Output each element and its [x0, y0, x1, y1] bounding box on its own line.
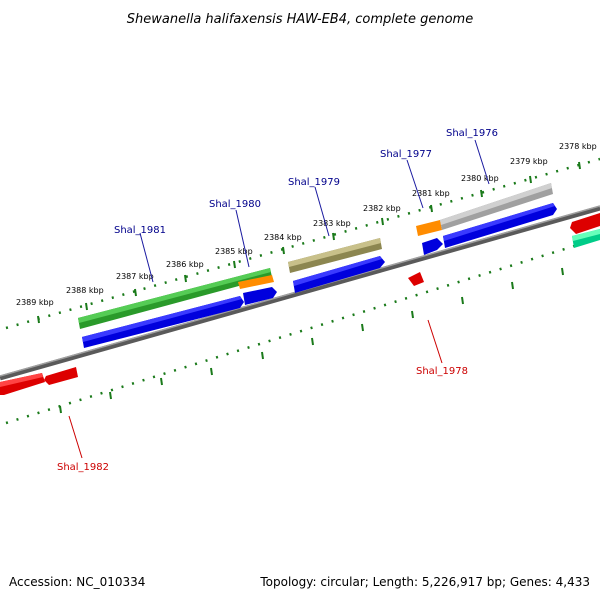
tick-label: 2385 kbp: [215, 247, 253, 256]
reverse-tick-track: [5, 236, 600, 425]
gene-label-shal-1981[interactable]: Shal_1981: [114, 225, 166, 236]
forward-tick-track: [5, 157, 600, 330]
accession-text: Accession: NC_010334: [9, 575, 145, 589]
reverse-cds: [0, 213, 600, 395]
tick-labels: 2389 kbp 2388 kbp 2387 kbp 2386 kbp 2385…: [16, 142, 597, 307]
gene-callouts: [68, 139, 490, 459]
tick-label: 2388 kbp: [66, 286, 104, 295]
tick-label: 2381 kbp: [412, 189, 450, 198]
inner-major-ticks: [59, 267, 564, 414]
cog-features: [78, 183, 600, 329]
gene-label-shal-1977[interactable]: Shal_1977: [380, 149, 432, 160]
tick-label: 2379 kbp: [510, 157, 548, 166]
gene-label-shal-1976[interactable]: Shal_1976: [446, 128, 498, 139]
tick-label: 2382 kbp: [363, 204, 401, 213]
gene-label-shal-1979[interactable]: Shal_1979: [288, 177, 340, 188]
gene-label-shal-1980[interactable]: Shal_1980: [209, 199, 261, 210]
tick-label: 2386 kbp: [166, 260, 204, 269]
genome-backbone: [0, 205, 600, 381]
gene-label-shal-1978[interactable]: Shal_1978: [416, 366, 468, 377]
tick-label: 2383 kbp: [313, 219, 351, 228]
tick-label: 2378 kbp: [559, 142, 597, 151]
major-ticks: [37, 161, 581, 324]
tick-label: 2387 kbp: [116, 272, 154, 281]
tick-label: 2380 kbp: [461, 174, 499, 183]
tick-label: 2384 kbp: [264, 233, 302, 242]
map-title: Shewanella halifaxensis HAW-EB4, complet…: [127, 12, 473, 27]
genome-summary-text: Topology: circular; Length: 5,226,917 bp…: [259, 575, 590, 589]
gene-label-shal-1982[interactable]: Shal_1982: [57, 462, 109, 473]
forward-cds: [82, 203, 557, 348]
tick-label: 2389 kbp: [16, 298, 54, 307]
